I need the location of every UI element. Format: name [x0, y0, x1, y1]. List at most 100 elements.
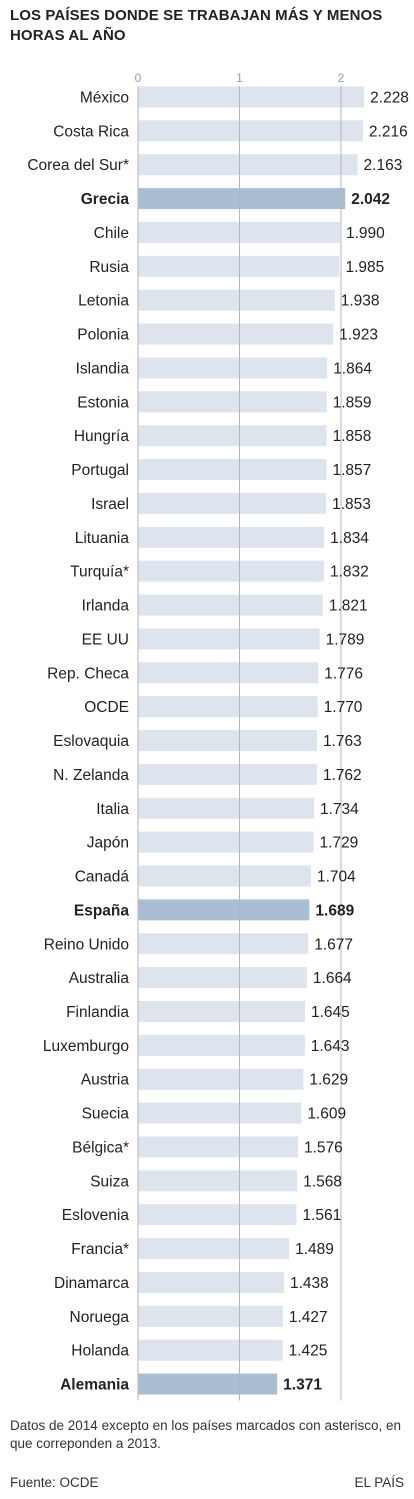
value-label: 1.576: [304, 1139, 343, 1156]
category-label: Polonia: [77, 327, 129, 344]
category-label: Italia: [96, 801, 129, 818]
category-label: Costa Rica: [53, 123, 129, 140]
bar: [138, 662, 319, 684]
x-tick-label: 1: [236, 71, 243, 85]
value-label: 1.832: [330, 564, 369, 581]
category-label: Eslovenia: [62, 1207, 130, 1224]
category-label: Turquía*: [70, 564, 129, 581]
value-label: 1.427: [289, 1309, 328, 1326]
category-label: Bélgica*: [72, 1139, 129, 1156]
bar: [138, 357, 328, 379]
category-label: N. Zelanda: [53, 767, 129, 784]
category-label: España: [74, 902, 130, 919]
category-label: Suiza: [90, 1173, 129, 1190]
value-label: 1.763: [323, 733, 362, 750]
bar: [138, 221, 340, 243]
value-label: 1.568: [303, 1173, 342, 1190]
publisher-brand: EL PAÍS: [354, 1475, 404, 1490]
bar: [138, 86, 365, 108]
category-label: Francia*: [71, 1241, 129, 1258]
bar: [138, 1136, 298, 1158]
bar: [138, 628, 320, 650]
value-label: 1.561: [302, 1207, 341, 1224]
category-label: Rusia: [89, 259, 129, 276]
value-label: 1.438: [290, 1275, 329, 1292]
value-label: 1.489: [295, 1241, 334, 1258]
category-label: Luxemburgo: [43, 1038, 129, 1055]
value-label: 1.729: [319, 835, 358, 852]
bar: [138, 1271, 284, 1293]
bar: [138, 255, 340, 277]
bar: [138, 492, 327, 514]
category-label: EE UU: [82, 631, 129, 648]
category-label: Israel: [91, 496, 129, 513]
category-label: Austria: [81, 1072, 130, 1089]
category-label: Suecia: [82, 1106, 130, 1123]
value-label: 1.645: [311, 1004, 350, 1021]
bar: [138, 188, 346, 210]
value-label: 2.042: [351, 191, 390, 208]
bar: [138, 1034, 305, 1056]
bar: [138, 289, 335, 311]
category-label: Dinamarca: [54, 1275, 129, 1292]
value-label: 1.609: [307, 1106, 346, 1123]
bar: [138, 1068, 304, 1090]
value-label: 1.776: [324, 665, 363, 682]
value-label: 1.664: [313, 970, 352, 987]
bar: [138, 865, 311, 887]
value-label: 1.770: [324, 699, 363, 716]
bar: [138, 1373, 278, 1395]
value-label: 1.864: [333, 360, 372, 377]
bar: [138, 1000, 305, 1022]
category-label: Corea del Sur*: [27, 157, 129, 174]
value-label: 1.858: [333, 428, 372, 445]
bar: [138, 1170, 298, 1192]
bar: [138, 831, 314, 853]
category-label: OCDE: [84, 699, 129, 716]
bar: [138, 763, 317, 785]
value-label: 1.425: [289, 1343, 328, 1360]
value-label: 1.859: [333, 394, 372, 411]
source-credit: Fuente: OCDE: [10, 1475, 99, 1490]
bar: [138, 526, 325, 548]
category-label: Japón: [87, 835, 129, 852]
bar: [138, 560, 324, 582]
bar: [138, 154, 358, 176]
bar: [138, 1339, 283, 1361]
value-label: 2.163: [364, 157, 403, 174]
category-label: Noruega: [70, 1309, 130, 1326]
value-label: 1.371: [283, 1377, 322, 1394]
category-label: Rep. Checa: [47, 665, 129, 682]
value-label: 1.704: [317, 869, 356, 886]
category-label: Estonia: [77, 394, 129, 411]
bar: [138, 730, 317, 752]
bar: [138, 933, 309, 955]
value-label: 1.923: [339, 327, 378, 344]
category-label: Hungría: [74, 428, 130, 445]
value-label: 1.677: [314, 936, 353, 953]
chart-title: LOS PAÍSES DONDE SE TRABAJAN MÁS Y MENOS…: [10, 7, 383, 44]
bar: [138, 594, 323, 616]
value-label: 1.762: [323, 767, 362, 784]
bar: [138, 323, 334, 345]
value-label: 1.985: [345, 259, 384, 276]
value-label: 1.629: [309, 1072, 348, 1089]
bar: [138, 1238, 290, 1260]
value-label: 1.853: [332, 496, 371, 513]
bar: [138, 425, 327, 447]
value-label: 1.643: [311, 1038, 350, 1055]
category-label: Islandia: [76, 360, 130, 377]
category-label: Canadá: [75, 869, 130, 886]
category-label: Holanda: [71, 1343, 129, 1360]
footnote: Datos de 2014 excepto en los países marc…: [10, 1418, 401, 1451]
category-label: Lituania: [75, 530, 130, 547]
value-label: 2.216: [369, 123, 408, 140]
category-label: Finlandia: [66, 1004, 129, 1021]
bar: [138, 391, 327, 413]
bar-chart: 0 1 2 México 2.228 Costa Rica 2.216 Corea del S…: [27, 71, 409, 1401]
category-label: Letonia: [78, 293, 129, 310]
bar: [138, 1204, 297, 1226]
category-label: Reino Unido: [44, 936, 129, 953]
bar: [138, 1305, 283, 1327]
x-tick-label: 2: [338, 71, 345, 85]
